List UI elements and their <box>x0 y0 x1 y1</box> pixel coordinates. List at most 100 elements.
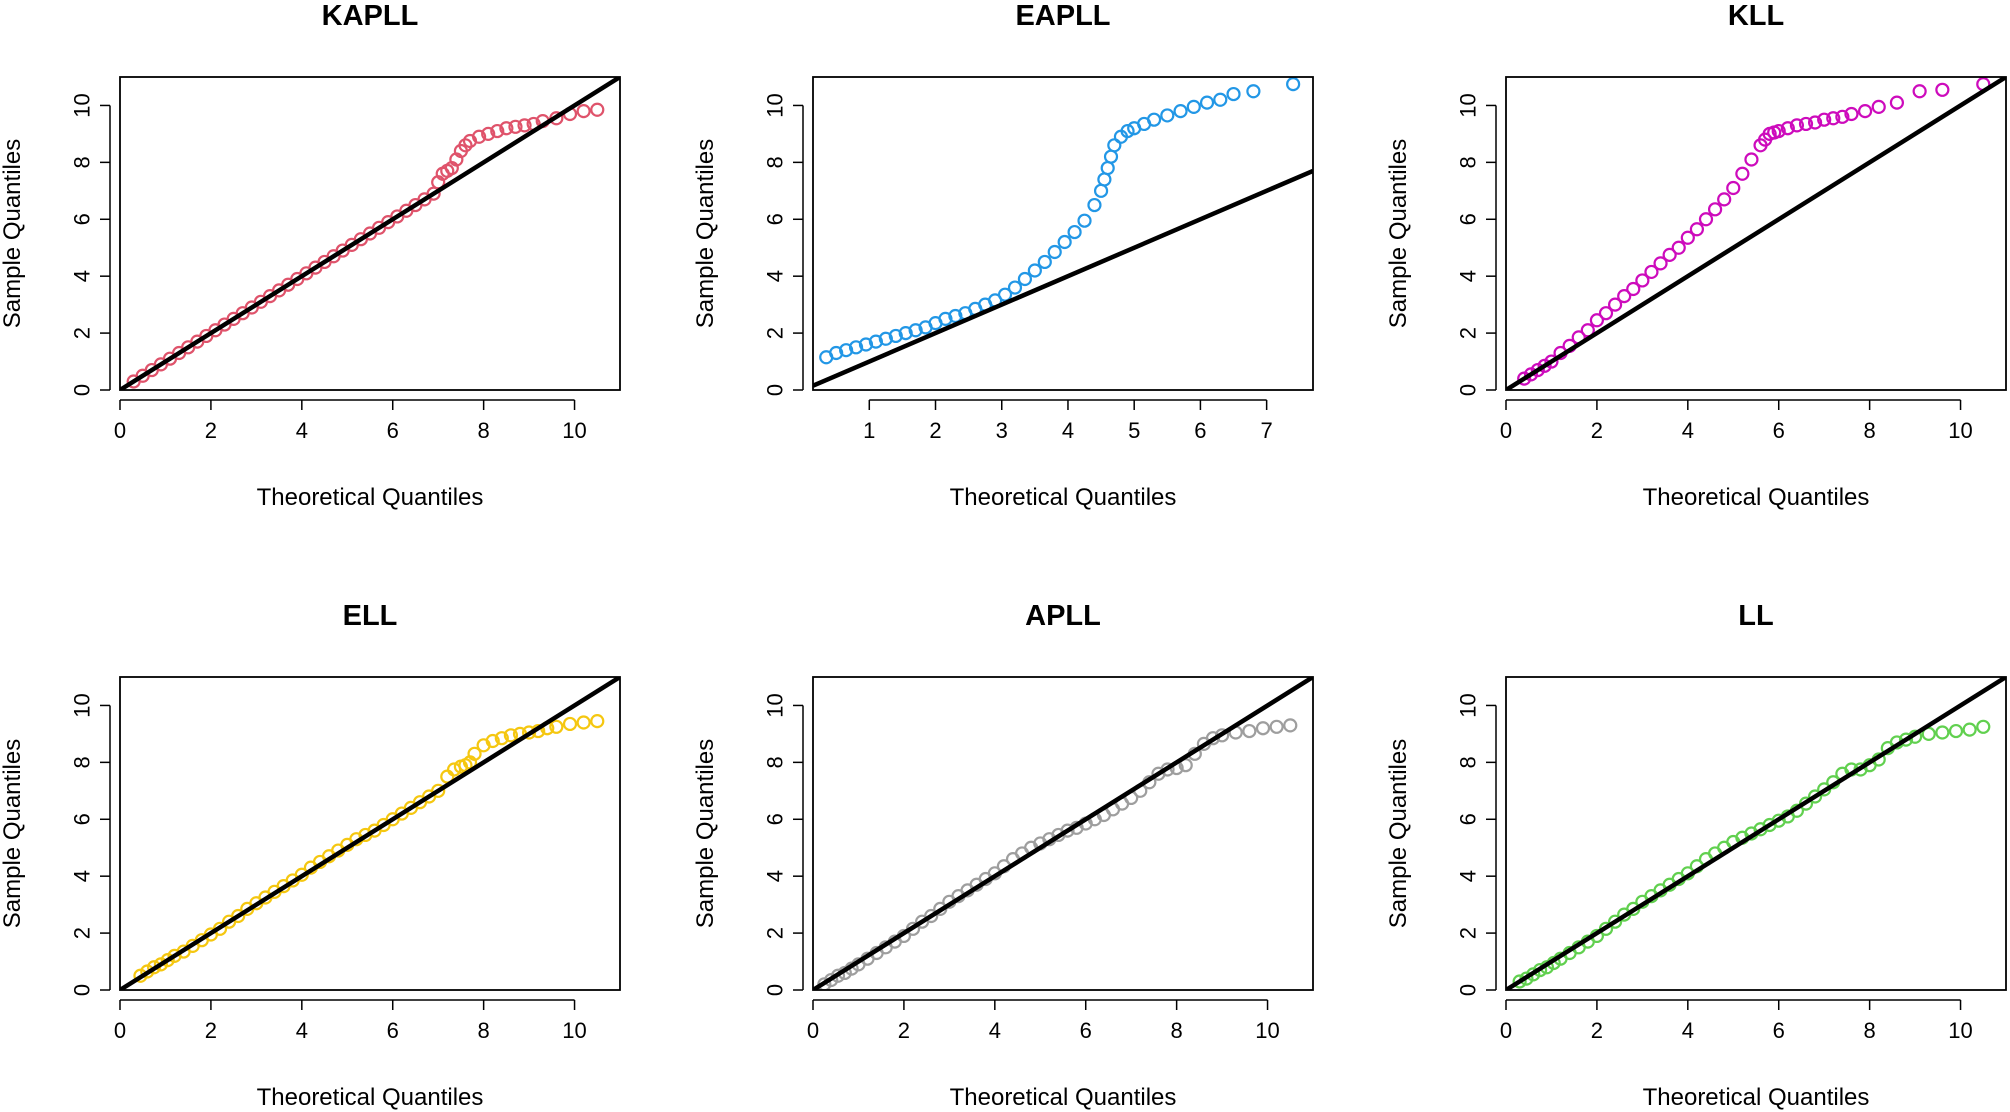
points-group <box>817 718 1298 990</box>
reference-line <box>1506 677 2006 990</box>
data-point <box>1598 306 1614 321</box>
x-tick-label: 3 <box>996 418 1008 443</box>
data-point <box>503 728 519 743</box>
panel-title: LL <box>1738 600 1773 632</box>
data-point <box>908 323 923 338</box>
y-tick-label: 2 <box>763 327 788 339</box>
x-tick-label: 6 <box>1773 1018 1785 1043</box>
data-point <box>1826 111 1841 126</box>
data-point <box>1097 172 1112 187</box>
data-point <box>1844 106 1859 122</box>
data-point <box>458 138 473 153</box>
y-tick-label: 6 <box>70 813 95 825</box>
x-tick-label: 2 <box>898 1018 910 1043</box>
x-axis-label: Theoretical Quantiles <box>1643 1084 1870 1111</box>
y-tick-label: 0 <box>763 984 788 996</box>
y-axis-label: Sample Quantiles <box>692 739 719 928</box>
data-point <box>1100 160 1115 176</box>
x-tick-label: 0 <box>114 418 126 443</box>
data-point <box>576 715 591 730</box>
data-point <box>1607 297 1623 312</box>
data-point <box>494 731 509 746</box>
reference-line-group <box>813 677 1313 990</box>
y-tick-label: 6 <box>763 813 788 825</box>
data-point <box>1007 280 1023 295</box>
data-point <box>1607 914 1623 929</box>
data-point <box>1286 77 1301 92</box>
x-tick-label: 0 <box>114 1018 126 1043</box>
x-tick-label: 4 <box>296 1018 308 1043</box>
data-point <box>431 783 446 798</box>
x-tick-label: 8 <box>1171 1018 1183 1043</box>
y-tick-label: 10 <box>1456 93 1481 117</box>
data-point <box>490 123 505 139</box>
y-axis-label: Sample Quantiles <box>1385 739 1412 928</box>
data-point <box>1807 789 1823 804</box>
data-point <box>1935 725 1950 740</box>
data-point <box>562 716 578 732</box>
data-point <box>1617 289 1632 304</box>
y-tick-label: 10 <box>70 93 95 117</box>
y-tick-label: 10 <box>1456 693 1481 717</box>
x-tick-label: 6 <box>1080 1018 1092 1043</box>
data-point <box>924 908 939 924</box>
data-point <box>1948 723 1964 739</box>
data-point <box>1780 121 1795 136</box>
data-point <box>481 126 496 142</box>
reference-line-group <box>120 677 620 990</box>
data-point <box>1935 82 1950 97</box>
data-point <box>1689 222 1705 237</box>
y-axis-label: Sample Quantiles <box>692 139 719 328</box>
data-point <box>549 719 564 734</box>
data-point <box>1635 273 1650 288</box>
y-tick-label: 2 <box>1456 327 1481 339</box>
data-point <box>829 345 844 361</box>
plot-frame <box>812 76 1314 391</box>
panel-title: ELL <box>343 600 398 632</box>
y-tick-label: 2 <box>1456 927 1481 939</box>
reference-line <box>813 168 1313 388</box>
y-tick-label: 2 <box>70 327 95 339</box>
data-point <box>1789 118 1805 133</box>
data-point <box>1226 86 1241 102</box>
panel-kapll: KAPLL Theoretical Quantiles Sample Quantil… <box>0 0 621 511</box>
panel-ell: ELL Theoretical Quantiles Sample Quantiles… <box>0 600 621 1111</box>
data-point <box>1735 166 1750 181</box>
data-point <box>471 129 487 144</box>
y-tick-label: 4 <box>70 270 95 282</box>
y-axis-label: Sample Quantiles <box>0 739 26 928</box>
data-point <box>1976 719 1991 734</box>
data-point <box>1662 247 1677 262</box>
x-tick-label: 10 <box>1948 418 1972 443</box>
points-group <box>1517 77 1991 386</box>
data-point <box>848 340 864 355</box>
data-point <box>508 119 523 134</box>
data-point <box>1589 313 1605 328</box>
data-point <box>1093 183 1109 198</box>
data-point <box>1707 202 1723 217</box>
data-point <box>1671 240 1686 255</box>
y-tick-label: 10 <box>763 693 788 717</box>
panel-title: KLL <box>1728 0 1784 32</box>
data-point <box>1255 721 1271 736</box>
data-point <box>1807 115 1823 130</box>
data-point <box>1653 256 1668 271</box>
plot-frame <box>119 76 621 391</box>
x-tick-label: 0 <box>1500 1018 1512 1043</box>
data-point <box>1871 99 1886 114</box>
data-point <box>1680 230 1695 245</box>
x-tick-label: 4 <box>1682 1018 1694 1043</box>
y-tick-label: 8 <box>763 156 788 168</box>
x-tick-label: 8 <box>478 418 490 443</box>
reference-line <box>120 77 620 390</box>
data-point <box>1067 224 1082 240</box>
y-tick-label: 0 <box>1456 984 1481 996</box>
data-point <box>1246 84 1261 99</box>
y-tick-label: 8 <box>70 756 95 768</box>
x-tick-label: 6 <box>1773 418 1785 443</box>
data-point <box>1644 264 1659 280</box>
data-point <box>868 334 884 349</box>
data-point <box>1912 84 1927 99</box>
data-point <box>997 287 1013 302</box>
y-tick-label: 4 <box>763 870 788 882</box>
